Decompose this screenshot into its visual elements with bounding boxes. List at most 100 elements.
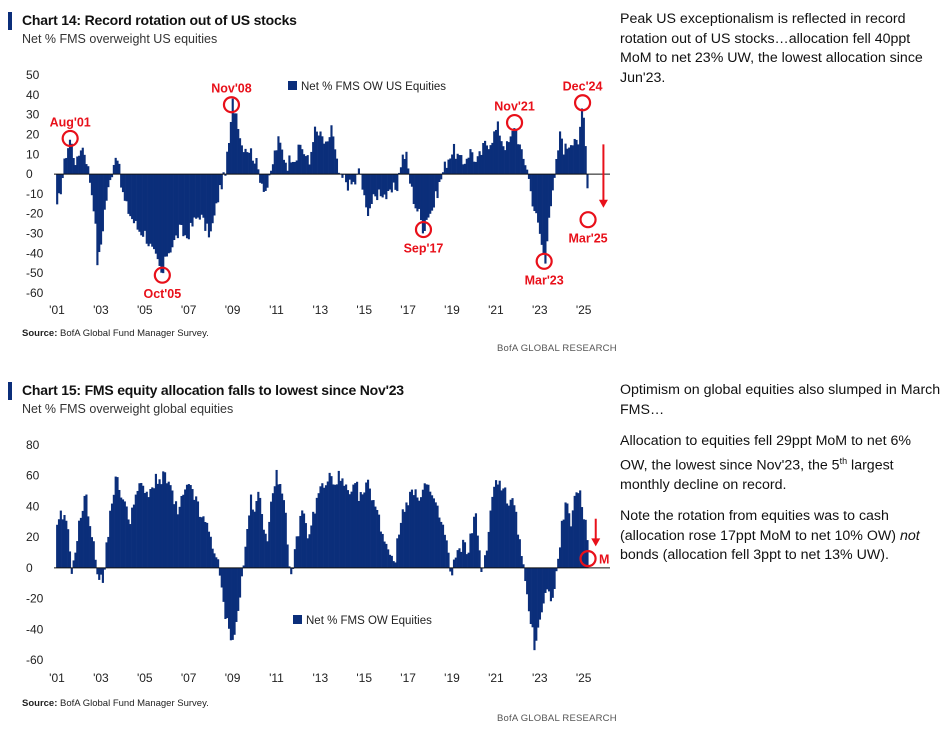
chart14-bar xyxy=(462,164,465,175)
chart15-bar xyxy=(127,519,130,568)
chart14-bar xyxy=(516,144,520,175)
chart14-bar xyxy=(562,154,565,175)
chart15-bar xyxy=(140,482,143,568)
chart15-bar xyxy=(260,514,264,568)
chart15-bar xyxy=(398,534,401,568)
chart14-bar xyxy=(129,174,132,217)
chart15-bar xyxy=(142,485,145,568)
chart14-ytick-label: 40 xyxy=(26,88,40,102)
chart14-bar xyxy=(160,174,163,273)
chart14-decline-arrow-head xyxy=(598,199,608,208)
chart15-bar xyxy=(105,542,108,568)
chart15-bar xyxy=(246,528,249,568)
chart14-bar xyxy=(204,174,207,231)
commentary-chart15-p2-sup: th xyxy=(839,455,848,466)
chart15-bar xyxy=(151,487,154,568)
chart15-bar xyxy=(498,480,501,568)
chart14-bar xyxy=(154,174,157,254)
chart14-xtick-label: '03 xyxy=(93,303,109,317)
chart14-bar xyxy=(57,174,61,194)
chart15-bar xyxy=(445,540,448,568)
chart14-xtick-label: '13 xyxy=(313,303,329,317)
chart14-bar xyxy=(158,174,161,266)
chart14-bar xyxy=(361,174,364,190)
chart14-bar xyxy=(410,174,414,187)
chart15-bar xyxy=(57,519,61,568)
chart14-bar xyxy=(193,174,196,218)
chart14-bar xyxy=(504,150,507,175)
chart14-ytick-label: 30 xyxy=(26,108,40,122)
chart14-bar xyxy=(277,136,280,175)
chart14-bar xyxy=(134,174,137,221)
chart14-bar xyxy=(273,150,276,175)
chart15-bar xyxy=(436,505,439,568)
chart14-bar xyxy=(579,126,582,175)
chart14-bar xyxy=(142,174,145,237)
chart15-decline-arrow-head xyxy=(591,538,601,547)
chart14-ytick-label: -50 xyxy=(26,266,44,280)
chart14-bar xyxy=(533,174,536,211)
chart14-annotation-circle xyxy=(61,129,79,148)
chart14-source-text: BofA Global Fund Manager Survey. xyxy=(57,328,209,339)
chart14-subtitle: Net % FMS overweight US equities xyxy=(22,32,218,46)
chart15-bar xyxy=(420,497,423,568)
chart14-bar xyxy=(96,174,99,266)
chart15-bar xyxy=(65,520,68,568)
chart15-bar xyxy=(447,552,450,568)
chart15-bar xyxy=(184,489,187,568)
chart14-bar xyxy=(427,174,430,218)
chart14-bar xyxy=(226,151,229,175)
chart15-bar xyxy=(189,485,192,568)
chart14-bar xyxy=(319,131,322,175)
chart15-bar xyxy=(531,567,534,628)
chart15-bar xyxy=(507,505,510,568)
chart14-bar xyxy=(310,151,313,175)
commentary-chart15: Optimism on global equities also slumped… xyxy=(620,381,942,578)
chart15-bar xyxy=(132,504,136,568)
chart15-bar xyxy=(577,493,580,568)
chart15-bar xyxy=(284,512,287,568)
chart15-bar xyxy=(110,503,114,568)
chart14-bar xyxy=(409,174,412,184)
chart15-bar xyxy=(412,495,415,568)
chart15-bar xyxy=(173,504,176,568)
chart14-bar xyxy=(251,160,254,175)
chart14-bar xyxy=(537,174,540,223)
chart14-bar xyxy=(425,174,428,220)
chart15-bar xyxy=(324,485,328,568)
chart14-bar xyxy=(555,158,558,175)
chart14-annotation-label: Aug'01 xyxy=(50,115,91,129)
chart14-annotation-label: Mar'25 xyxy=(569,232,608,246)
chart14-bar xyxy=(262,174,265,192)
chart15-ytick-label: 20 xyxy=(26,530,40,544)
chart14-bar xyxy=(200,174,203,215)
chart15-bar xyxy=(451,567,454,576)
chart15-source-label: Source: xyxy=(22,698,58,709)
chart15-bar xyxy=(478,550,481,568)
chart14-annotation-circle xyxy=(505,113,524,132)
chart14-bar xyxy=(317,135,320,175)
chart15-bar xyxy=(540,567,543,613)
chart14-bar xyxy=(421,174,424,234)
chart14-bar xyxy=(167,174,170,254)
chart15-bar xyxy=(224,567,227,620)
chart14-bars xyxy=(56,98,589,274)
chart14-annotation-circle xyxy=(153,266,171,284)
chart14-bar xyxy=(509,136,512,175)
chart15-bar xyxy=(74,552,77,568)
chart15-bar xyxy=(182,494,185,568)
chart15-bar xyxy=(467,552,470,568)
chart14-bar xyxy=(101,174,104,232)
chart14-bar xyxy=(313,126,317,175)
chart14-bar xyxy=(582,117,585,175)
chart15-bar xyxy=(403,511,406,568)
chart14-bar xyxy=(513,128,516,175)
chart14-bar xyxy=(471,152,474,175)
chart14-bar xyxy=(544,174,547,264)
chart14-xtick-label: '25 xyxy=(576,303,592,317)
chart15-bar xyxy=(473,516,476,568)
chart14-bar xyxy=(196,174,200,218)
chart14-bar xyxy=(259,174,262,183)
chart15-bar xyxy=(381,533,384,568)
chart15-bar xyxy=(562,519,565,568)
